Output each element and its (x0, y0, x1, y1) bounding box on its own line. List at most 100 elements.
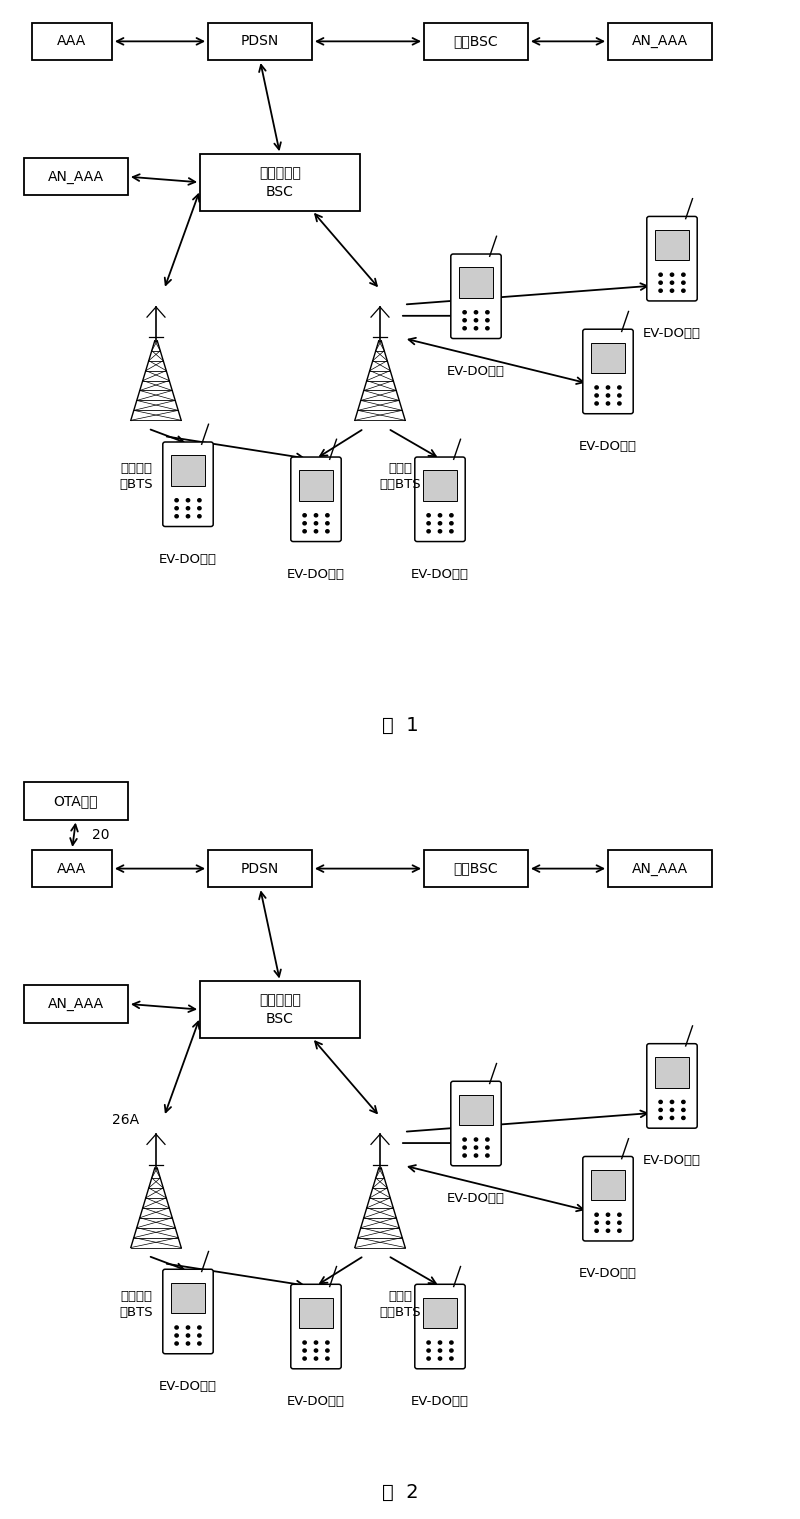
Circle shape (326, 1341, 329, 1344)
Circle shape (606, 403, 610, 406)
Circle shape (314, 1356, 318, 1360)
FancyBboxPatch shape (646, 216, 697, 301)
Circle shape (659, 273, 662, 276)
Text: 基站控制器
BSC: 基站控制器 BSC (259, 166, 301, 199)
Circle shape (198, 515, 201, 518)
Circle shape (463, 311, 466, 314)
Circle shape (606, 1214, 610, 1217)
FancyBboxPatch shape (32, 23, 112, 61)
FancyBboxPatch shape (451, 254, 501, 339)
Circle shape (450, 1356, 453, 1360)
Circle shape (595, 386, 598, 389)
Circle shape (175, 515, 178, 518)
Circle shape (314, 530, 318, 533)
Circle shape (682, 1100, 685, 1103)
Circle shape (595, 403, 598, 406)
Text: 基站收发
器BTS: 基站收发 器BTS (119, 1290, 153, 1318)
Text: 图  1: 图 1 (382, 715, 418, 735)
Circle shape (618, 1229, 621, 1232)
FancyBboxPatch shape (163, 442, 213, 527)
Circle shape (474, 1145, 478, 1148)
FancyBboxPatch shape (423, 471, 457, 501)
FancyBboxPatch shape (291, 1284, 342, 1369)
Circle shape (175, 1341, 178, 1346)
Circle shape (438, 530, 442, 533)
Circle shape (486, 311, 489, 314)
FancyBboxPatch shape (208, 849, 312, 887)
Circle shape (474, 1138, 478, 1141)
Circle shape (186, 507, 190, 510)
FancyBboxPatch shape (583, 330, 634, 413)
Text: 20: 20 (92, 828, 110, 842)
FancyBboxPatch shape (163, 1270, 213, 1353)
Circle shape (427, 1341, 430, 1344)
Circle shape (463, 1154, 466, 1157)
Circle shape (427, 530, 430, 533)
Circle shape (198, 1334, 201, 1337)
Circle shape (474, 1154, 478, 1157)
Circle shape (474, 327, 478, 330)
Circle shape (463, 327, 466, 330)
Circle shape (682, 1109, 685, 1112)
Text: AN_AAA: AN_AAA (632, 861, 688, 875)
FancyBboxPatch shape (655, 229, 689, 260)
Circle shape (186, 498, 190, 501)
FancyBboxPatch shape (608, 849, 712, 887)
Circle shape (682, 273, 685, 276)
Text: 其它BSC: 其它BSC (454, 861, 498, 875)
FancyBboxPatch shape (591, 343, 625, 374)
Circle shape (450, 530, 453, 533)
Circle shape (175, 1326, 178, 1329)
Text: EV-DO终端: EV-DO终端 (579, 441, 637, 453)
FancyBboxPatch shape (459, 1095, 493, 1126)
Circle shape (659, 1109, 662, 1112)
Circle shape (595, 1214, 598, 1217)
Circle shape (463, 1138, 466, 1141)
Text: EV-DO终端: EV-DO终端 (643, 327, 701, 340)
Text: EV-DO终端: EV-DO终端 (579, 1267, 637, 1281)
Circle shape (427, 1349, 430, 1352)
Circle shape (427, 513, 430, 516)
Text: EV-DO终端: EV-DO终端 (159, 553, 217, 565)
Circle shape (438, 1349, 442, 1352)
Text: 图  2: 图 2 (382, 1483, 418, 1502)
Text: EV-DO终端: EV-DO终端 (159, 1379, 217, 1393)
FancyBboxPatch shape (646, 1044, 697, 1129)
Circle shape (326, 513, 329, 516)
Text: AN_AAA: AN_AAA (48, 170, 104, 184)
Circle shape (486, 327, 489, 330)
Circle shape (450, 521, 453, 526)
FancyBboxPatch shape (459, 267, 493, 298)
Text: AAA: AAA (58, 35, 86, 49)
FancyBboxPatch shape (655, 1057, 689, 1088)
Text: 基站收发
器BTS: 基站收发 器BTS (119, 462, 153, 492)
Circle shape (659, 281, 662, 284)
Circle shape (303, 1349, 306, 1352)
Text: 基站收
发器BTS: 基站收 发器BTS (379, 462, 421, 492)
FancyBboxPatch shape (423, 1297, 457, 1328)
Circle shape (175, 1334, 178, 1337)
FancyBboxPatch shape (583, 1156, 634, 1241)
Text: EV-DO终端: EV-DO终端 (287, 1394, 345, 1408)
Circle shape (670, 289, 674, 292)
Text: AN_AAA: AN_AAA (48, 996, 104, 1012)
Circle shape (618, 403, 621, 406)
Circle shape (486, 1138, 489, 1141)
FancyBboxPatch shape (299, 471, 333, 501)
Circle shape (303, 1341, 306, 1344)
Circle shape (326, 1356, 329, 1360)
Circle shape (486, 319, 489, 322)
FancyBboxPatch shape (200, 153, 360, 211)
Circle shape (438, 521, 442, 526)
Circle shape (303, 513, 306, 516)
Circle shape (186, 1326, 190, 1329)
Text: 基站收
发器BTS: 基站收 发器BTS (379, 1290, 421, 1318)
Circle shape (682, 281, 685, 284)
FancyBboxPatch shape (591, 1170, 625, 1200)
Text: PDSN: PDSN (241, 35, 279, 49)
Circle shape (198, 507, 201, 510)
Circle shape (175, 498, 178, 501)
Circle shape (595, 1229, 598, 1232)
Circle shape (314, 513, 318, 516)
Circle shape (595, 393, 598, 396)
